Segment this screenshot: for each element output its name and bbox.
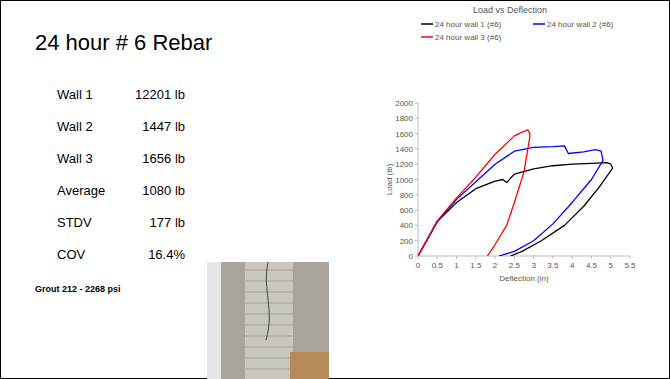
x-tick-label: 2 xyxy=(493,261,498,270)
row-label: Wall 2 xyxy=(57,119,93,134)
y-tick xyxy=(415,210,418,211)
x-tick-label: 5 xyxy=(609,261,614,270)
row-value: 1447 lb xyxy=(142,119,185,134)
x-tick xyxy=(572,256,573,259)
note: Grout 212 - 2268 psi xyxy=(35,284,121,294)
y-tick-label: 200 xyxy=(400,237,414,246)
row-value: 16.4% xyxy=(148,247,185,262)
row-label: Wall 1 xyxy=(57,87,93,102)
y-tick xyxy=(415,103,418,104)
row-label: COV xyxy=(57,247,86,262)
photo-wall xyxy=(245,262,293,379)
photo-joint xyxy=(245,358,293,359)
x-tick-label: 0 xyxy=(416,261,421,270)
row-label: STDV xyxy=(57,215,92,230)
y-tick-label: 1000 xyxy=(395,176,413,185)
x-axis xyxy=(418,256,630,257)
x-tick-label: 0.5 xyxy=(432,261,444,270)
x-tick-label: 4.5 xyxy=(586,261,598,270)
y-tick xyxy=(415,194,418,195)
y-tick-label: 1200 xyxy=(395,160,413,169)
slide-title: 24 hour # 6 Rebar xyxy=(35,30,212,55)
legend-swatch xyxy=(533,23,545,25)
x-tick-label: 1.5 xyxy=(470,261,482,270)
y-tick xyxy=(415,225,418,226)
x-tick xyxy=(514,256,515,259)
x-tick-label: 1 xyxy=(454,261,459,270)
x-tick-label: 5.5 xyxy=(624,261,636,270)
legend-swatch xyxy=(421,36,433,38)
y-axis-label: Load (lb) xyxy=(385,163,394,195)
legend-label: 24 hour wall 1 (#6) xyxy=(435,20,502,29)
legend-label: 24 hour wall 3 (#6) xyxy=(435,33,502,42)
series-line xyxy=(418,130,530,256)
photo xyxy=(207,262,329,379)
x-tick xyxy=(630,256,631,259)
photo-joint xyxy=(245,270,293,271)
row-label: Wall 3 xyxy=(57,151,93,166)
plot-area xyxy=(418,130,613,256)
photo-joint xyxy=(245,303,293,304)
row-value: 177 lb xyxy=(150,215,185,230)
y-tick xyxy=(415,148,418,149)
x-tick xyxy=(456,256,457,259)
y-tick xyxy=(415,133,418,134)
x-tick xyxy=(418,256,419,259)
slide: 24 hour # 6 RebarWall 112201 lbWall 2144… xyxy=(0,0,670,379)
legend-label: 24 hour wall 2 (#6) xyxy=(547,20,614,29)
y-tick-label: 2000 xyxy=(395,99,413,108)
x-tick xyxy=(437,256,438,259)
x-tick-label: 4 xyxy=(570,261,575,270)
slide-border xyxy=(1,1,670,379)
y-tick xyxy=(415,179,418,180)
row-label: Average xyxy=(57,183,105,198)
photo-joint xyxy=(245,347,293,348)
x-tick xyxy=(533,256,534,259)
y-tick-label: 0 xyxy=(409,252,414,261)
series-line xyxy=(418,146,603,256)
y-tick-label: 400 xyxy=(400,221,414,230)
x-tick-label: 3 xyxy=(531,261,536,270)
photo-bg xyxy=(207,262,329,379)
x-axis-label: Deflection (in) xyxy=(499,274,549,283)
photo-edge xyxy=(207,262,221,379)
x-tick-label: 3.5 xyxy=(547,261,559,270)
y-tick-label: 1800 xyxy=(395,114,413,123)
x-tick xyxy=(591,256,592,259)
y-tick-label: 1600 xyxy=(395,130,413,139)
legend-swatch xyxy=(421,23,433,25)
row-value: 12201 lb xyxy=(135,87,185,102)
x-tick xyxy=(475,256,476,259)
y-tick xyxy=(415,164,418,165)
x-tick xyxy=(552,256,553,259)
y-tick-label: 1400 xyxy=(395,145,413,154)
photo-crack xyxy=(266,262,269,340)
y-tick xyxy=(415,118,418,119)
y-tick-label: 600 xyxy=(400,206,414,215)
photo-joint xyxy=(245,336,293,337)
photo-joint xyxy=(245,369,293,370)
row-value: 1080 lb xyxy=(142,183,185,198)
y-tick-label: 800 xyxy=(400,191,414,200)
photo-box xyxy=(290,352,329,379)
photo-joint xyxy=(245,292,293,293)
photo-joint xyxy=(245,281,293,282)
chart-title: Load vs Deflection xyxy=(473,5,547,15)
y-tick xyxy=(415,240,418,241)
x-tick-label: 2.5 xyxy=(509,261,521,270)
row-value: 1656 lb xyxy=(142,151,185,166)
x-tick xyxy=(495,256,496,259)
x-tick xyxy=(610,256,611,259)
